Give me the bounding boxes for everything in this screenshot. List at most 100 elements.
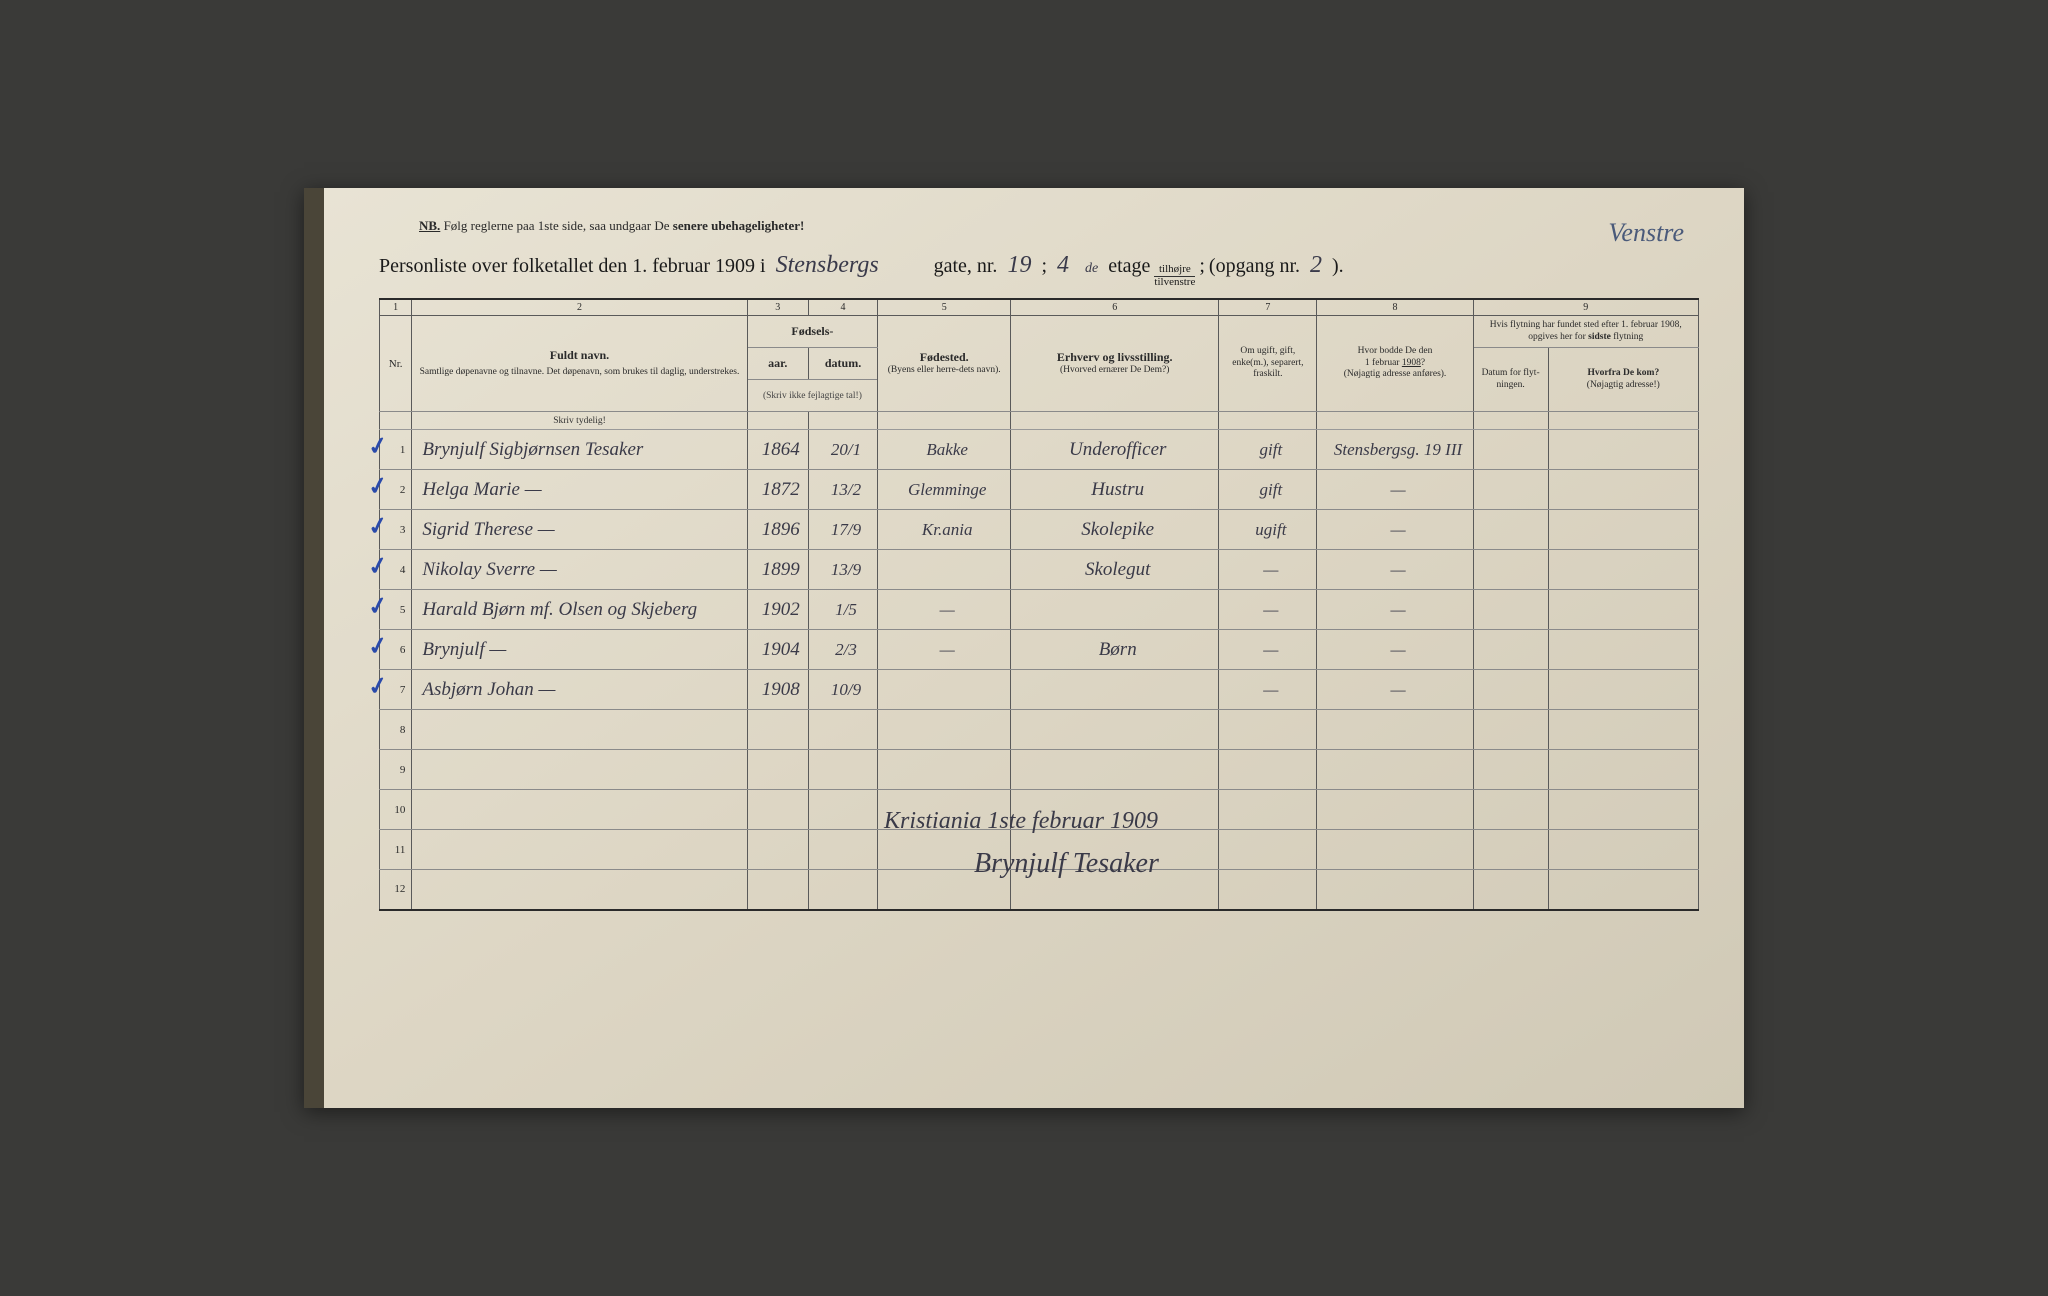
cell-addr: Stensbergsg. 19 III bbox=[1317, 430, 1473, 470]
opgang-nr: 2 bbox=[1304, 252, 1328, 279]
cell-status: — bbox=[1219, 550, 1317, 590]
col-1: 1 bbox=[380, 299, 412, 316]
cell-move-from bbox=[1548, 670, 1698, 710]
cell-addr: — bbox=[1317, 470, 1473, 510]
cell-occ: Børn bbox=[1011, 630, 1219, 670]
cell-date: 17/9 bbox=[808, 510, 877, 550]
cell-move-from bbox=[1548, 750, 1698, 790]
row-nr: 8 bbox=[380, 710, 412, 750]
cell-occ bbox=[1011, 830, 1219, 870]
col-8: 8 bbox=[1317, 299, 1473, 316]
cell-place: — bbox=[878, 630, 1011, 670]
cell-date: 1/5 bbox=[808, 590, 877, 630]
cell-addr: — bbox=[1317, 670, 1473, 710]
cell-date bbox=[808, 710, 877, 750]
hdr-name: Fuldt navn. Samtlige døpenavne og tilnav… bbox=[412, 316, 747, 412]
cell-move-datum bbox=[1473, 830, 1548, 870]
notice-text-2: senere ubehageligheter! bbox=[673, 218, 805, 233]
cell-name: Sigrid Therese — bbox=[412, 510, 747, 550]
table-row: 9 bbox=[380, 750, 1699, 790]
cell-place bbox=[878, 670, 1011, 710]
check-icon: ✓ bbox=[366, 670, 391, 702]
cell-move-datum bbox=[1473, 870, 1548, 910]
cell-addr bbox=[1317, 710, 1473, 750]
table-row: 11 bbox=[380, 830, 1699, 870]
cell-date bbox=[808, 750, 877, 790]
cell-occ bbox=[1011, 710, 1219, 750]
check-icon: ✓ bbox=[366, 550, 391, 582]
cell-place bbox=[878, 790, 1011, 830]
row-nr: ✓3 bbox=[380, 510, 412, 550]
hdr-move-datum: Datum for flyt-ningen. bbox=[1473, 348, 1548, 412]
cell-place bbox=[878, 550, 1011, 590]
erhverv-main: Erhverv og livsstilling. bbox=[1015, 350, 1214, 365]
cell-occ bbox=[1011, 670, 1219, 710]
cell-name: Brynjulf — bbox=[412, 630, 747, 670]
cell-status bbox=[1219, 750, 1317, 790]
cell-move-from bbox=[1548, 870, 1698, 910]
cell-name bbox=[412, 870, 747, 910]
hdr-nr: Nr. bbox=[380, 316, 412, 412]
hdr-aar: aar. bbox=[747, 348, 808, 380]
opgang-label: (opgang nr. bbox=[1209, 255, 1300, 278]
cell-occ bbox=[1011, 750, 1219, 790]
cell-name bbox=[412, 830, 747, 870]
cell-name bbox=[412, 750, 747, 790]
cell-status: — bbox=[1219, 630, 1317, 670]
cell-date bbox=[808, 870, 877, 910]
notice-text-1: Følg reglerne paa 1ste side, saa undgaar… bbox=[444, 218, 673, 233]
cell-date: 13/9 bbox=[808, 550, 877, 590]
row-nr: 11 bbox=[380, 830, 412, 870]
cell-move-datum bbox=[1473, 630, 1548, 670]
cell-place bbox=[878, 830, 1011, 870]
cell-addr bbox=[1317, 830, 1473, 870]
cell-year bbox=[747, 790, 808, 830]
cell-year bbox=[747, 870, 808, 910]
col-6: 6 bbox=[1011, 299, 1219, 316]
col-9: 9 bbox=[1473, 299, 1698, 316]
row-nr: ✓5 bbox=[380, 590, 412, 630]
title-line: Personliste over folketallet den 1. febr… bbox=[379, 252, 1699, 288]
cell-move-from bbox=[1548, 510, 1698, 550]
title-prefix: Personliste over folketallet den 1. febr… bbox=[379, 255, 766, 278]
semi-1: ; bbox=[1041, 255, 1047, 278]
erhverv-sub: (Hvorved ernærer De Dem?) bbox=[1015, 365, 1214, 377]
cell-move-from bbox=[1548, 590, 1698, 630]
notice-line: NB. Følg reglerne paa 1ste side, saa und… bbox=[419, 218, 1699, 234]
direction-fraction: tilhøjre tilvenstre bbox=[1154, 264, 1195, 288]
cell-addr bbox=[1317, 750, 1473, 790]
cell-move-from bbox=[1548, 710, 1698, 750]
cell-occ: Underofficer bbox=[1011, 430, 1219, 470]
cell-date: 2/3 bbox=[808, 630, 877, 670]
cell-date: 13/2 bbox=[808, 470, 877, 510]
cell-place: — bbox=[878, 590, 1011, 630]
cell-name: Brynjulf Sigbjørnsen Tesaker bbox=[412, 430, 747, 470]
cell-year: 1899 bbox=[747, 550, 808, 590]
cell-status bbox=[1219, 710, 1317, 750]
cell-name: Harald Bjørn mf. Olsen og Skjeberg bbox=[412, 590, 747, 630]
skriv-row: Skriv tydelig! bbox=[380, 412, 1699, 430]
table-row: 10 bbox=[380, 790, 1699, 830]
cell-place: Bakke bbox=[878, 430, 1011, 470]
hdr-fodested: Fødested. (Byens eller herre-dets navn). bbox=[878, 316, 1011, 412]
cell-name bbox=[412, 710, 747, 750]
cell-addr: — bbox=[1317, 630, 1473, 670]
fodested-sub: (Byens eller herre-dets navn). bbox=[882, 365, 1006, 377]
cell-date: 20/1 bbox=[808, 430, 877, 470]
fodested-main: Fødested. bbox=[882, 350, 1006, 365]
cell-status: gift bbox=[1219, 470, 1317, 510]
semi-2: ; bbox=[1199, 255, 1205, 278]
row-nr: ✓4 bbox=[380, 550, 412, 590]
cell-addr: — bbox=[1317, 550, 1473, 590]
cell-date bbox=[808, 790, 877, 830]
cell-year: 1864 bbox=[747, 430, 808, 470]
row-nr: ✓6 bbox=[380, 630, 412, 670]
cell-year: 1872 bbox=[747, 470, 808, 510]
check-icon: ✓ bbox=[366, 510, 391, 542]
cell-move-from bbox=[1548, 790, 1698, 830]
etage-nr: 4 bbox=[1051, 252, 1075, 279]
cell-occ: Skolegut bbox=[1011, 550, 1219, 590]
header-row-1: Nr. Fuldt navn. Samtlige døpenavne og ti… bbox=[380, 316, 1699, 348]
census-table: 1 2 3 4 5 6 7 8 9 Nr. Fuldt navn. Samtli… bbox=[379, 298, 1699, 911]
cell-name: Helga Marie — bbox=[412, 470, 747, 510]
